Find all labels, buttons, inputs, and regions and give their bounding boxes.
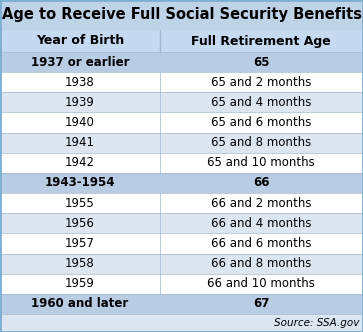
Bar — [0, 113, 363, 132]
Bar — [0, 294, 363, 314]
Text: 66 and 2 months: 66 and 2 months — [211, 197, 311, 209]
Text: 65 and 8 months: 65 and 8 months — [211, 136, 311, 149]
Text: 1958: 1958 — [65, 257, 95, 270]
Text: 1937 or earlier: 1937 or earlier — [30, 55, 129, 69]
Bar — [0, 132, 363, 153]
Text: 66 and 6 months: 66 and 6 months — [211, 237, 311, 250]
Bar — [0, 193, 363, 213]
Bar — [0, 153, 363, 173]
Text: 1939: 1939 — [65, 96, 95, 109]
Text: 1959: 1959 — [65, 277, 95, 290]
Text: Source: SSA.gov: Source: SSA.gov — [274, 318, 359, 328]
Bar — [0, 92, 363, 113]
Text: 65 and 10 months: 65 and 10 months — [208, 156, 315, 169]
Text: Full Retirement Age: Full Retirement Age — [192, 35, 331, 47]
Text: 1942: 1942 — [65, 156, 95, 169]
Bar — [0, 72, 363, 92]
Text: 1955: 1955 — [65, 197, 95, 209]
Text: Age to Receive Full Social Security Benefits: Age to Receive Full Social Security Bene… — [1, 8, 362, 23]
Bar — [0, 0, 363, 30]
Text: 1956: 1956 — [65, 217, 95, 230]
Text: 1941: 1941 — [65, 136, 95, 149]
Bar — [0, 254, 363, 274]
Text: 67: 67 — [253, 297, 270, 310]
Text: 65 and 4 months: 65 and 4 months — [211, 96, 311, 109]
Bar — [0, 233, 363, 254]
Bar — [0, 173, 363, 193]
Text: 1957: 1957 — [65, 237, 95, 250]
Text: 65 and 2 months: 65 and 2 months — [211, 76, 311, 89]
Text: 66 and 10 months: 66 and 10 months — [207, 277, 315, 290]
Text: Year of Birth: Year of Birth — [36, 35, 124, 47]
Text: 65 and 6 months: 65 and 6 months — [211, 116, 311, 129]
Text: 1940: 1940 — [65, 116, 95, 129]
Text: 1943-1954: 1943-1954 — [45, 177, 115, 190]
Bar — [0, 274, 363, 294]
Text: 65: 65 — [253, 55, 270, 69]
Bar — [0, 314, 363, 332]
Bar — [0, 52, 363, 72]
Text: 1938: 1938 — [65, 76, 95, 89]
Bar — [0, 213, 363, 233]
Bar — [0, 30, 363, 52]
Text: 1960 and later: 1960 and later — [31, 297, 129, 310]
Text: 66 and 8 months: 66 and 8 months — [211, 257, 311, 270]
Text: 66 and 4 months: 66 and 4 months — [211, 217, 311, 230]
Text: 66: 66 — [253, 177, 270, 190]
